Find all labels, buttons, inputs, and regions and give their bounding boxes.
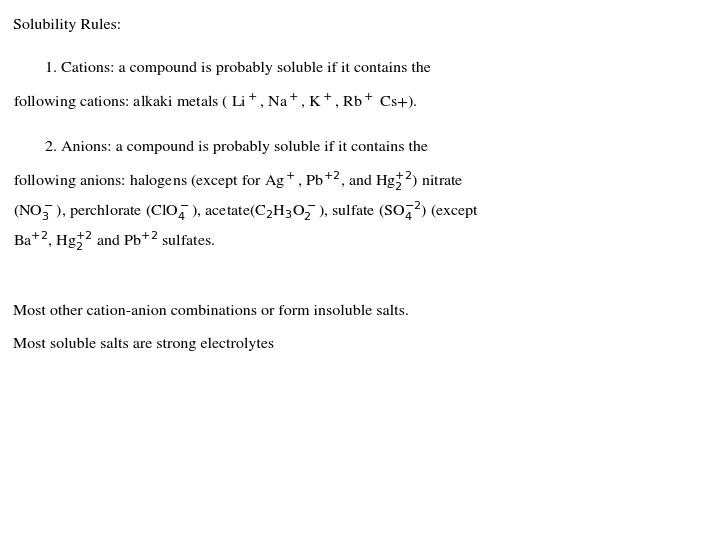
Text: following anions: halogens (except for Ag$^+$, Pb$^{+2}$, and Hg$_2^{+2}$) nitra: following anions: halogens (except for A…: [13, 170, 464, 193]
Text: following cations: alkaki metals ( Li$^+$, Na$^+$, K$^+$, Rb$^+$ Cs+).: following cations: alkaki metals ( Li$^+…: [13, 92, 418, 112]
Text: Most soluble salts are strong electrolytes: Most soluble salts are strong electrolyt…: [13, 338, 274, 351]
Text: 1. Cations: a compound is probably soluble if it contains the: 1. Cations: a compound is probably solub…: [13, 62, 431, 76]
Text: 2. Anions: a compound is probably soluble if it contains the: 2. Anions: a compound is probably solubl…: [13, 140, 428, 154]
Text: Most other cation-anion combinations or form insoluble salts.: Most other cation-anion combinations or …: [13, 305, 409, 319]
Text: Solubility Rules:: Solubility Rules:: [13, 19, 121, 32]
Text: (NO$_3^-$), perchlorate (ClO$_4^-$), acetate(C$_2$H$_3$O$_2^-$), sulfate (SO$_4^: (NO$_3^-$), perchlorate (ClO$_4^-$), ace…: [13, 200, 480, 223]
Text: Ba$^{+2}$, Hg$_2^{+2}$ and Pb$^{+2}$ sulfates.: Ba$^{+2}$, Hg$_2^{+2}$ and Pb$^{+2}$ sul…: [13, 230, 215, 253]
